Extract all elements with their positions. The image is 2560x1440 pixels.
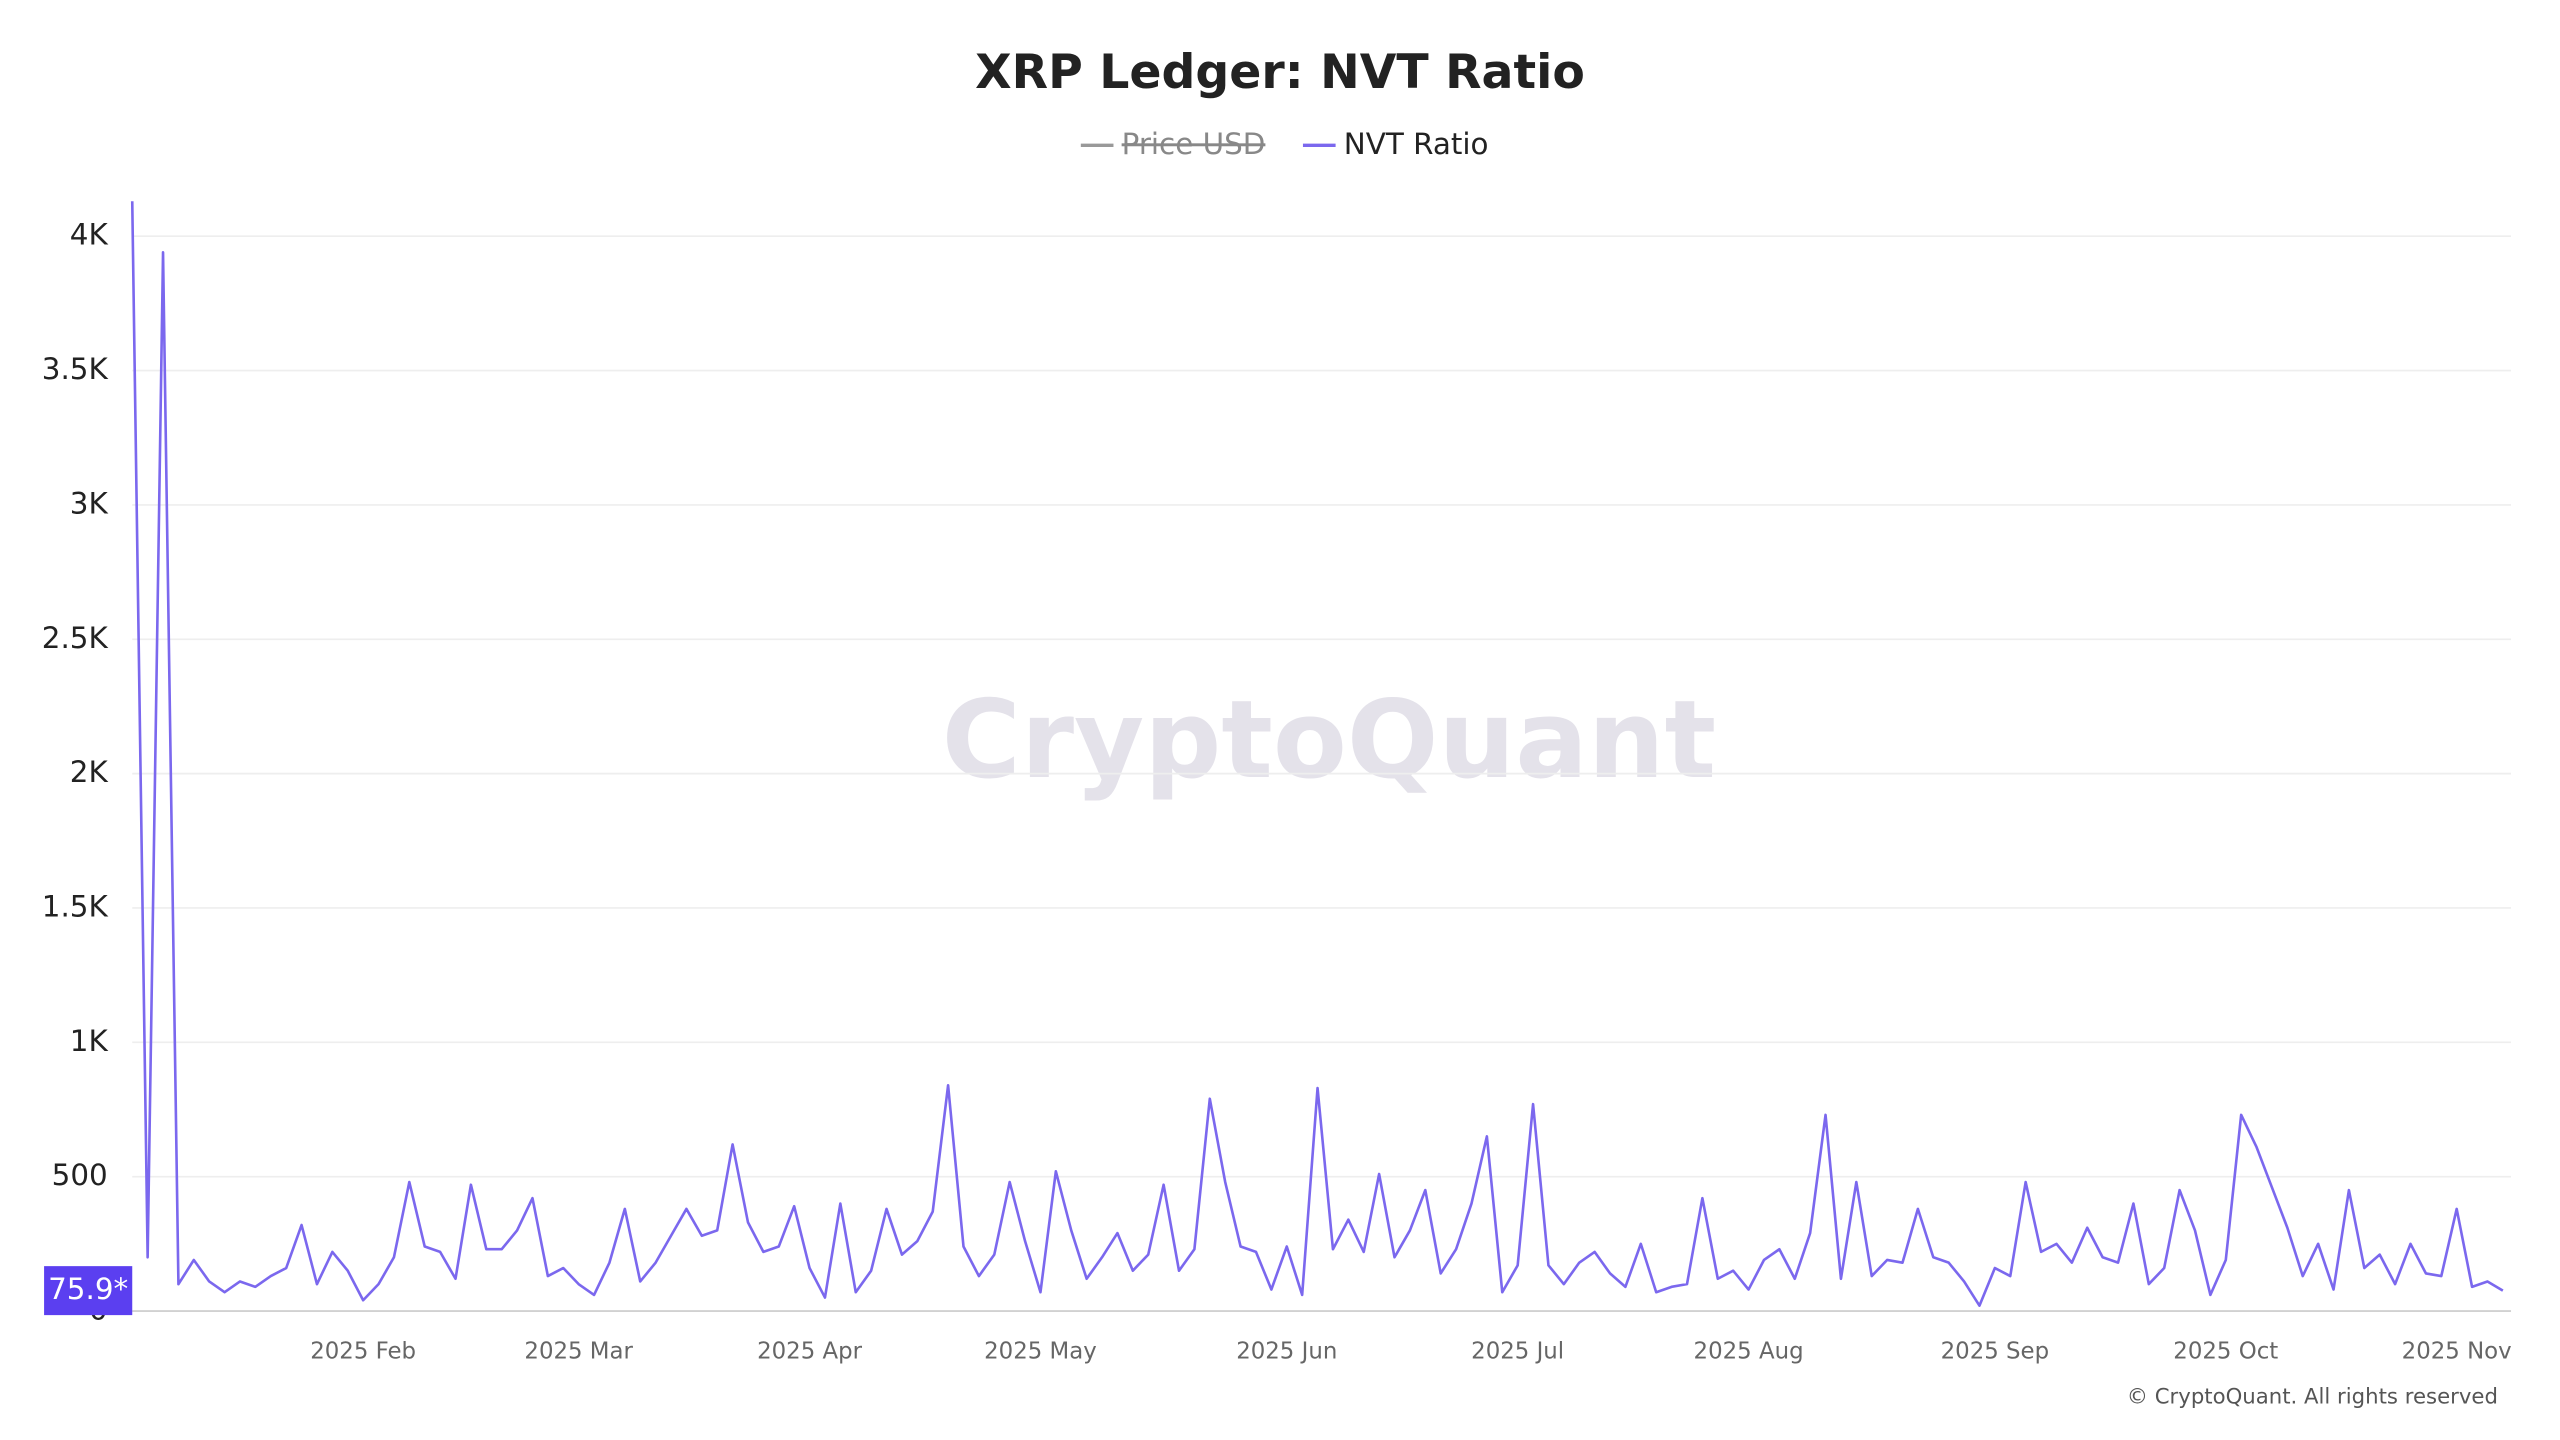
- x-tick-label: 2025 Aug: [1694, 1338, 1804, 1364]
- x-tick-label: 2025 Sep: [1941, 1338, 2049, 1364]
- y-tick-label: 2.5K: [42, 621, 109, 655]
- legend-label: Price USD: [1122, 127, 1266, 161]
- data-line: [130, 201, 2504, 1307]
- x-tick-label: 2025 Feb: [310, 1338, 416, 1364]
- y-tick-label: 3.5K: [42, 352, 109, 386]
- x-tick-label: 2025 May: [984, 1338, 1097, 1364]
- y-tick-label: 4K: [70, 218, 109, 252]
- x-tick-label: 2025 Jun: [1236, 1338, 1337, 1364]
- y-tick-label: 3K: [70, 486, 109, 520]
- legend-label: NVT Ratio: [1344, 127, 1489, 161]
- legend: Price USD NVT Ratio: [1080, 127, 1489, 161]
- y-tick-label: 2K: [70, 755, 109, 789]
- x-tick-label: 2025 Mar: [524, 1338, 633, 1364]
- y-tick-label: 1.5K: [42, 889, 109, 923]
- y-tick-label: 1K: [70, 1024, 109, 1058]
- copyright: © CryptoQuant. All rights reserved: [2127, 1385, 2498, 1410]
- watermark: CryptoQuant: [942, 678, 1716, 803]
- x-tick-label: 2025 Nov: [2402, 1338, 2512, 1364]
- last-value-badge: [44, 1266, 133, 1316]
- x-tick-label: 2025 Jul: [1471, 1338, 1564, 1364]
- x-tick-label: 2025 Apr: [757, 1338, 863, 1364]
- x-tick-label: 2025 Oct: [2173, 1338, 2278, 1364]
- y-tick-label: 500: [52, 1158, 108, 1192]
- chart-title: XRP Ledger: NVT Ratio: [975, 45, 1585, 100]
- last-value-label: 75.9*: [48, 1272, 128, 1306]
